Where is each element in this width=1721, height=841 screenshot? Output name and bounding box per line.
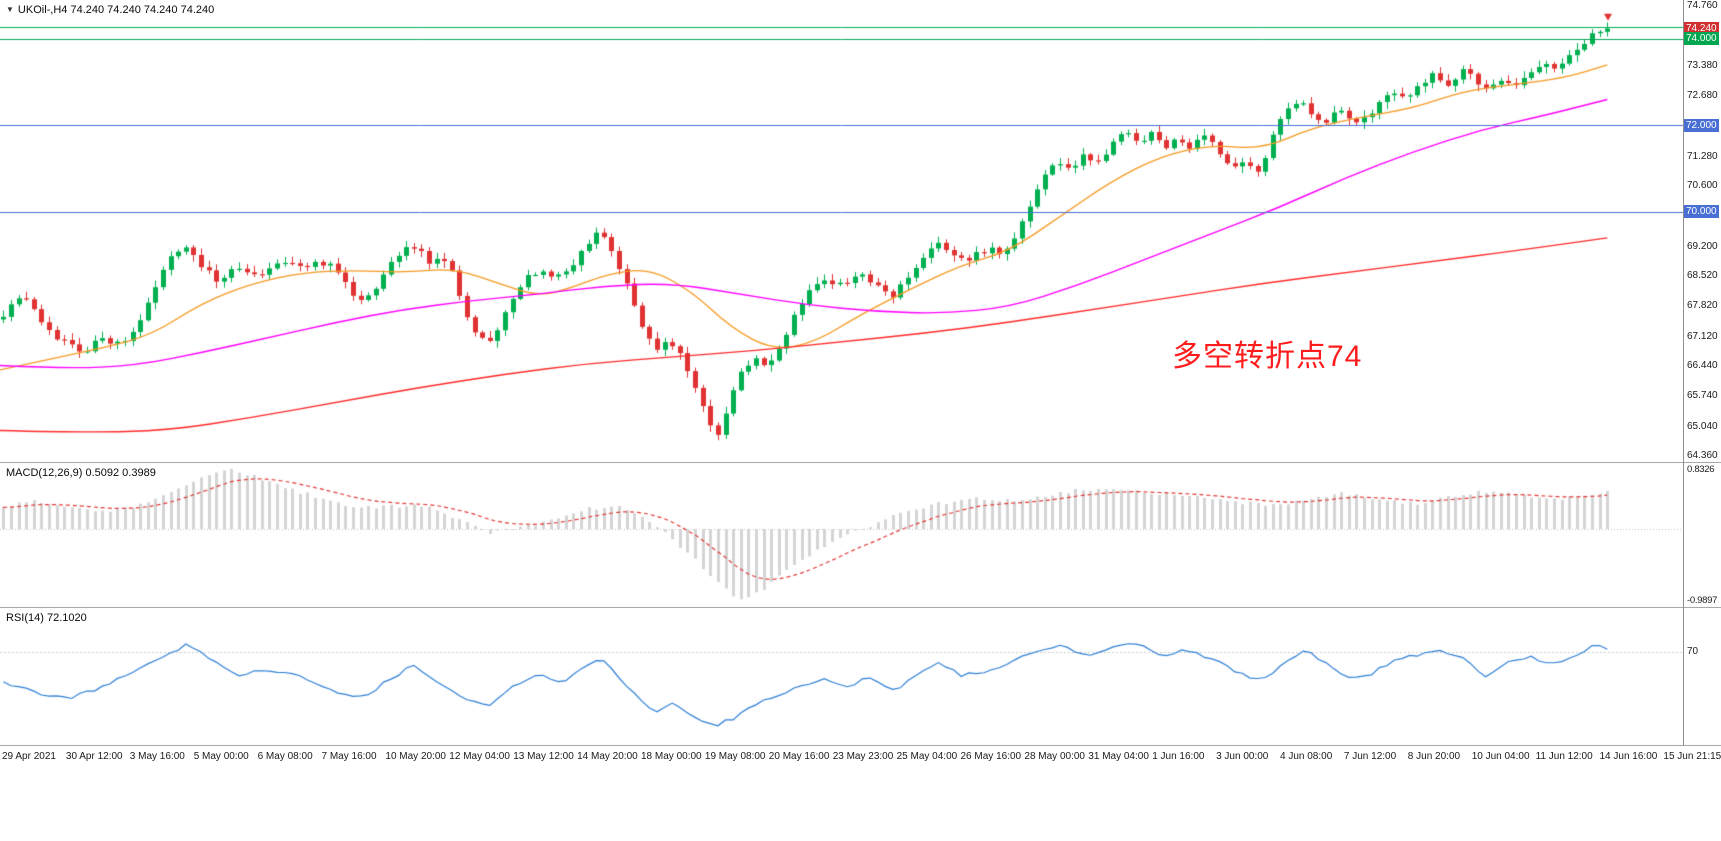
price-axis-tick: 67.820 — [1687, 300, 1718, 312]
price-axis-tick: 69.200 — [1687, 240, 1718, 252]
time-axis-label: 7 Jun 12:00 — [1343, 751, 1397, 762]
time-axis-label: 11 Jun 12:00 — [1535, 751, 1593, 762]
price-axis-tick: 70.600 — [1687, 180, 1718, 191]
time-axis-label: 1 Jun 16:00 — [1152, 751, 1205, 762]
rsi-indicator-canvas[interactable] — [0, 608, 1683, 745]
price-chart-canvas[interactable] — [0, 0, 1683, 462]
time-axis-label: 6 May 08:00 — [257, 751, 313, 762]
price-axis-tick: 74.760 — [1687, 0, 1718, 11]
panel-separator — [0, 745, 1721, 746]
macd-axis-min: -0.9897 — [1687, 595, 1718, 606]
time-axis-label: 28 May 00:00 — [1024, 751, 1085, 762]
macd-axis-max: 0.8326 — [1687, 464, 1715, 475]
price-axis-tick: 65.040 — [1687, 420, 1718, 432]
time-axis-label: 26 May 16:00 — [960, 751, 1022, 762]
panel-separator[interactable] — [0, 462, 1721, 463]
time-axis-label: 12 May 04:00 — [449, 751, 510, 762]
time-axis-label: 5 May 00:00 — [193, 751, 249, 762]
price-level-tag-74.000: 74.000 — [1684, 32, 1719, 46]
time-axis-label: 4 Jun 08:00 — [1280, 751, 1333, 762]
time-axis-label: 30 Apr 12:00 — [65, 751, 123, 762]
price-level-tag-70.000: 70.000 — [1684, 205, 1719, 219]
time-axis-label: 23 May 23:00 — [832, 751, 894, 762]
price-axis-tick: 73.380 — [1687, 59, 1718, 71]
time-axis-label: 18 May 00:00 — [641, 751, 702, 762]
time-axis-label: 10 May 20:00 — [385, 751, 446, 762]
time-axis-label: 3 Jun 00:00 — [1216, 751, 1269, 762]
price-axis-tick: 64.360 — [1687, 450, 1718, 461]
time-axis-label: 7 May 16:00 — [321, 751, 377, 762]
price-axis-tick: 68.520 — [1687, 270, 1718, 281]
price-level-tag-72.000: 72.000 — [1684, 118, 1719, 132]
price-axis-tick: 67.120 — [1687, 330, 1718, 342]
time-axis[interactable]: 29 Apr 2021 30 Apr 12:00 3 May 16:00 5 May … — [0, 746, 1721, 776]
rsi-axis-level-70: 70 — [1687, 645, 1699, 657]
time-axis-label: 15 Jun 21:15 — [1663, 751, 1721, 762]
symbol-ohlc-text: UKOil-,H4 74.240 74.240 74.240 74.240 — [17, 4, 215, 16]
price-axis-border — [1683, 0, 1684, 746]
price-level-tag-74.240: 74.240 — [1684, 22, 1719, 35]
time-axis-label: 14 Jun 16:00 — [1599, 751, 1658, 762]
macd-indicator-canvas[interactable] — [0, 463, 1683, 607]
price-axis-tick: 71.280 — [1687, 150, 1718, 162]
time-axis-label: 29 Apr 2021 — [2, 751, 56, 762]
price-axis-tick: 72.680 — [1687, 90, 1718, 101]
time-axis-label: 13 May 12:00 — [513, 751, 574, 762]
panel-separator[interactable] — [0, 607, 1721, 608]
time-axis-label: 19 May 08:00 — [704, 751, 766, 762]
time-axis-label: 3 May 16:00 — [129, 751, 185, 762]
time-axis-label: 8 Jun 20:00 — [1407, 751, 1461, 762]
price-axis[interactable]: 74.760 73.380 72.680 71.280 70.600 69.200 68.5… — [1684, 0, 1721, 841]
time-axis-label: 25 May 04:00 — [896, 751, 958, 762]
time-axis-label: 31 May 04:00 — [1088, 751, 1149, 762]
time-axis-label: 20 May 16:00 — [768, 751, 830, 762]
price-axis-tick: 65.740 — [1687, 390, 1718, 402]
time-axis-label: 14 May 20:00 — [577, 751, 638, 762]
time-axis-label: 10 Jun 04:00 — [1471, 751, 1530, 762]
macd-indicator-label: MACD(12,26,9) 0.5092 0.3989 — [6, 467, 156, 479]
chart-ohlc-readout: ▼ UKOil-,H4 74.240 74.240 74.240 74.240 — [6, 4, 214, 16]
rsi-indicator-label: RSI(14) 72.1020 — [6, 612, 87, 624]
price-axis-tick: 66.440 — [1687, 360, 1718, 371]
symbol-dropdown-icon[interactable]: ▼ — [6, 5, 14, 14]
chart-annotation-text: 多空转折点74 — [1172, 340, 1363, 373]
